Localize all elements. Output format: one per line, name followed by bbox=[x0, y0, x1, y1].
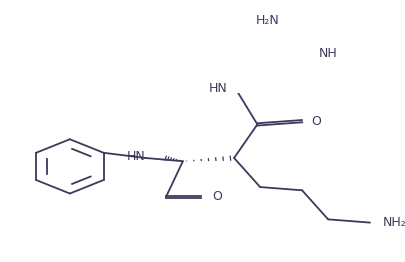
Text: O: O bbox=[212, 190, 222, 203]
Text: HN: HN bbox=[126, 150, 145, 163]
Text: O: O bbox=[311, 115, 320, 128]
Text: HN: HN bbox=[208, 82, 227, 95]
Text: NH: NH bbox=[318, 47, 337, 61]
Text: H₂N: H₂N bbox=[255, 14, 279, 27]
Text: NH₂: NH₂ bbox=[382, 216, 405, 229]
